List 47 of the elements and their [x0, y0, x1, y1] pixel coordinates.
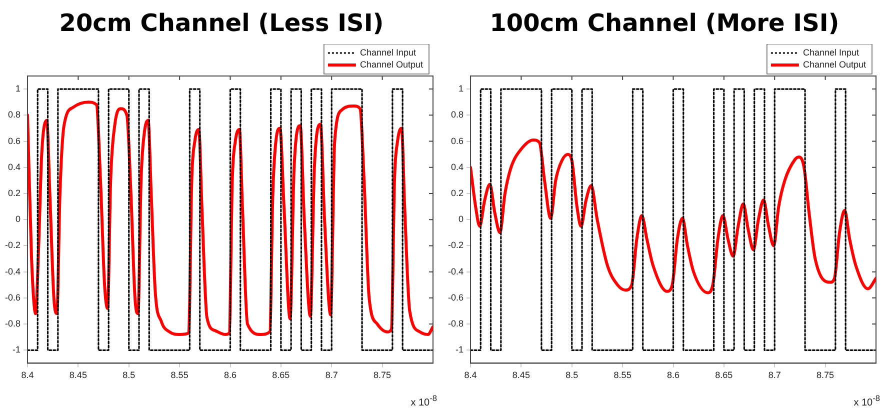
y-tick-label: -0.4	[448, 266, 464, 276]
x-tick-label: 8.45	[512, 370, 530, 380]
x-tick-label: 8.6	[224, 370, 237, 380]
y-tick-label: 0.4	[8, 162, 21, 172]
y-tick-label: 0	[15, 214, 21, 224]
y-tick-label: 0.8	[450, 110, 464, 120]
legend-label: Channel Input	[802, 47, 860, 58]
x-tick-label: 8.5	[122, 370, 136, 380]
x-tick-label: 8.75	[374, 370, 392, 380]
y-tick-label: 0.2	[450, 188, 464, 198]
x-tick-label: 8.55	[170, 370, 188, 380]
y-tick-label: -0.4	[4, 266, 21, 276]
y-tick-label: 0.8	[8, 110, 21, 120]
text: x 10$^{-8}$	[854, 392, 880, 408]
y-tick-label: 0.6	[450, 136, 464, 146]
x-tick-label: 8.75	[816, 370, 834, 380]
x-tick-label: 8.55	[614, 370, 632, 380]
legend-label: Channel Input	[360, 47, 416, 58]
legend-label: Channel Output	[802, 59, 866, 70]
y-tick-label: -0.8	[448, 318, 464, 329]
chart-title: 20cm Channel (Less ISI)	[58, 8, 385, 39]
x-tick-label: 8.65	[715, 370, 733, 380]
y-tick-label: 0.4	[450, 162, 464, 172]
x-tick-label: 8.65	[272, 370, 290, 380]
y-tick-label: -0.6	[448, 292, 464, 302]
y-tick-label: 1	[15, 84, 21, 94]
y-tick-label: 0	[458, 214, 464, 224]
x-tick-label: 8.45	[69, 370, 87, 380]
text: x 10$^{-8}$	[410, 392, 437, 408]
y-tick-label: 0.2	[8, 188, 21, 198]
y-tick-label: -0.6	[4, 292, 21, 302]
y-tick-label: -1	[455, 344, 464, 355]
y-tick-label: -0.8	[4, 318, 21, 329]
y-tick-label: 0.6	[8, 136, 21, 146]
x-tick-label: 8.4	[21, 370, 34, 380]
y-tick-label: -1	[12, 344, 21, 355]
legend-label: Channel Output	[360, 59, 424, 70]
x-tick-label: 8.7	[325, 370, 338, 380]
x-tick-label: 8.6	[666, 370, 680, 380]
y-tick-label: -0.2	[448, 240, 464, 250]
x-tick-label: 8.7	[768, 370, 781, 380]
chart-title: 100cm Channel (More ISI)	[488, 8, 840, 39]
x-tick-label: 8.5	[566, 370, 578, 380]
x-tick-label: 8.4	[464, 370, 477, 380]
line-series	[470, 138, 876, 294]
y-tick-label: -0.2	[4, 240, 21, 250]
y-tick-label: 1	[458, 84, 464, 94]
